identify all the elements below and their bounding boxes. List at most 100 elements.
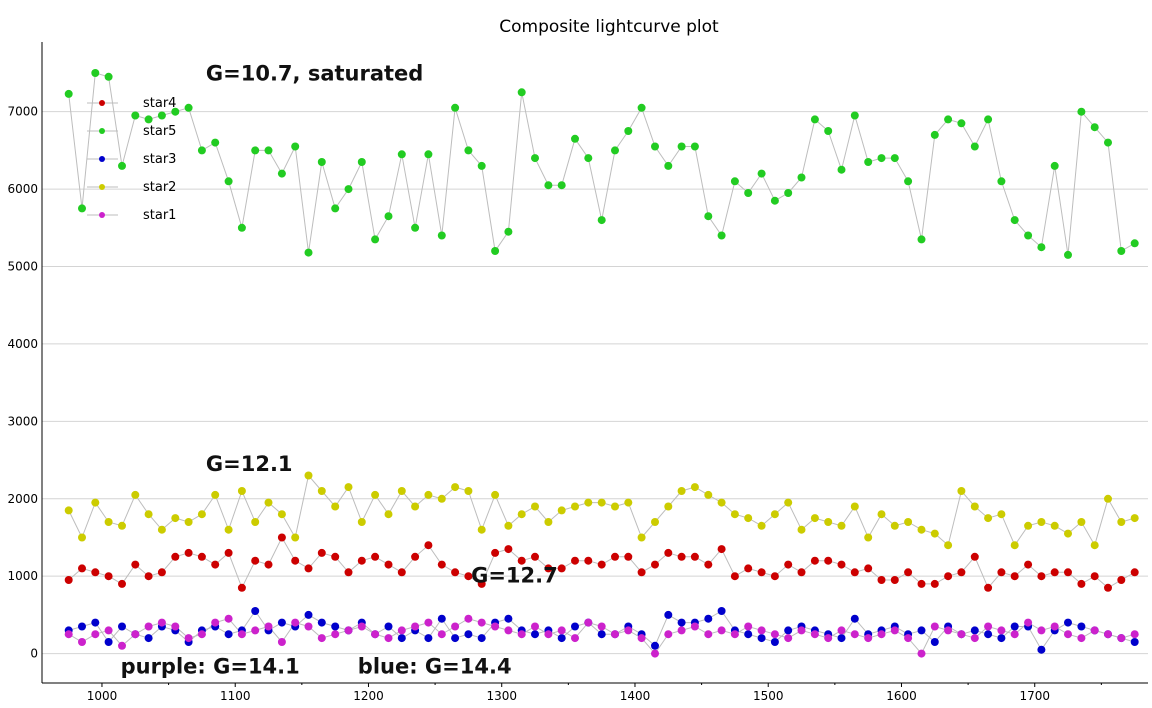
- star1-point: [997, 626, 1006, 635]
- star5-point: [824, 127, 833, 135]
- star1-point: [651, 649, 659, 658]
- star4-point: [784, 560, 793, 569]
- legend-marker: [99, 100, 105, 106]
- star5-point: [211, 138, 220, 147]
- star1-point: [1077, 634, 1086, 643]
- star3-point: [984, 630, 993, 639]
- star5-point: [730, 177, 739, 186]
- star2-point: [810, 514, 819, 523]
- star1-point: [1037, 626, 1046, 635]
- star5-point: [91, 69, 100, 77]
- x-tick-label: 1700: [1019, 689, 1050, 703]
- star3-point: [597, 630, 606, 639]
- star5-point: [1010, 216, 1019, 225]
- star2-point: [917, 525, 926, 534]
- star5-point: [118, 161, 126, 170]
- star2-point: [730, 510, 739, 519]
- star5-point: [1130, 239, 1139, 248]
- star4-point: [517, 556, 526, 565]
- annotation-label: G=10.7, saturated: [206, 62, 423, 86]
- star5-point: [837, 165, 846, 174]
- star4-point: [384, 560, 393, 569]
- star2-point: [597, 498, 606, 507]
- star4-point: [944, 572, 953, 581]
- star1-point: [597, 622, 606, 631]
- star5-point: [78, 204, 86, 213]
- star2-point: [424, 490, 433, 499]
- star4-point: [437, 560, 446, 569]
- star1-point: [1064, 630, 1072, 639]
- x-tick-label: 1300: [486, 689, 517, 703]
- star1-point: [664, 630, 673, 639]
- star2-point: [157, 525, 166, 534]
- annotation-label: blue: G=14.4: [358, 655, 512, 679]
- star2-point: [118, 521, 126, 530]
- star2-point: [331, 502, 340, 511]
- x-tick-label: 1600: [886, 689, 917, 703]
- star4-point: [144, 572, 153, 581]
- star5-point: [344, 185, 353, 194]
- star4-point: [970, 552, 979, 561]
- y-tick-label: 0: [30, 647, 38, 661]
- star1-point: [118, 641, 126, 650]
- star4-point: [917, 579, 926, 588]
- star4-point: [64, 576, 73, 584]
- star1-point: [211, 618, 220, 627]
- star4-point: [890, 576, 899, 584]
- star4-point: [1130, 568, 1139, 577]
- star2-point: [877, 510, 886, 519]
- star1-point: [424, 618, 433, 627]
- star2-point: [1130, 514, 1139, 523]
- star3-point: [477, 634, 486, 643]
- star2-point: [557, 506, 566, 515]
- star2-point: [664, 502, 673, 511]
- star5-point: [677, 142, 686, 151]
- legend-marker: [99, 212, 105, 218]
- legend-label: star1: [143, 208, 176, 223]
- star5-point: [997, 177, 1006, 186]
- star5-point: [197, 146, 206, 155]
- star3-point: [930, 638, 939, 646]
- star2-point: [384, 510, 393, 519]
- star2-point: [930, 529, 939, 538]
- star4-point: [251, 556, 260, 565]
- star4-point: [304, 564, 313, 573]
- star5-point: [144, 115, 153, 124]
- star2-point: [984, 514, 993, 523]
- star2-point: [584, 498, 593, 507]
- star3-point: [677, 618, 686, 627]
- star5-point: [1090, 123, 1099, 132]
- star2-point: [411, 502, 420, 511]
- star1-point: [451, 622, 460, 631]
- star2-point: [890, 521, 899, 530]
- star1-point: [251, 626, 260, 635]
- star4-point: [104, 572, 113, 581]
- star4-point: [850, 568, 859, 577]
- y-tick-label: 5000: [7, 260, 38, 274]
- star4-point: [491, 548, 500, 557]
- grid-layer: [42, 111, 1148, 655]
- star3-point: [1010, 622, 1019, 631]
- star4-point: [317, 548, 326, 557]
- star4-point: [224, 548, 233, 557]
- star2-point: [957, 487, 966, 495]
- star2-point: [317, 487, 326, 495]
- star1-point: [970, 634, 979, 643]
- star5-point: [904, 177, 913, 186]
- star5-point: [517, 88, 526, 97]
- star5-point: [930, 130, 939, 139]
- chart-title: Composite lightcurve plot: [499, 17, 719, 37]
- star2-point: [797, 525, 806, 534]
- star5-point: [304, 248, 313, 257]
- star4-point: [877, 576, 886, 584]
- star1-point: [184, 634, 193, 643]
- star2-point: [251, 518, 260, 526]
- star1-point: [104, 626, 113, 635]
- star4-point: [171, 552, 180, 561]
- star5-point: [1077, 107, 1086, 116]
- star4-point: [810, 556, 819, 565]
- star2-point: [517, 510, 526, 519]
- axes: 0 1000 2000 3000 4000 5000 6000 7000 1000 1100 120…: [7, 42, 1148, 703]
- star2-point: [944, 541, 953, 550]
- star3-point: [557, 634, 566, 643]
